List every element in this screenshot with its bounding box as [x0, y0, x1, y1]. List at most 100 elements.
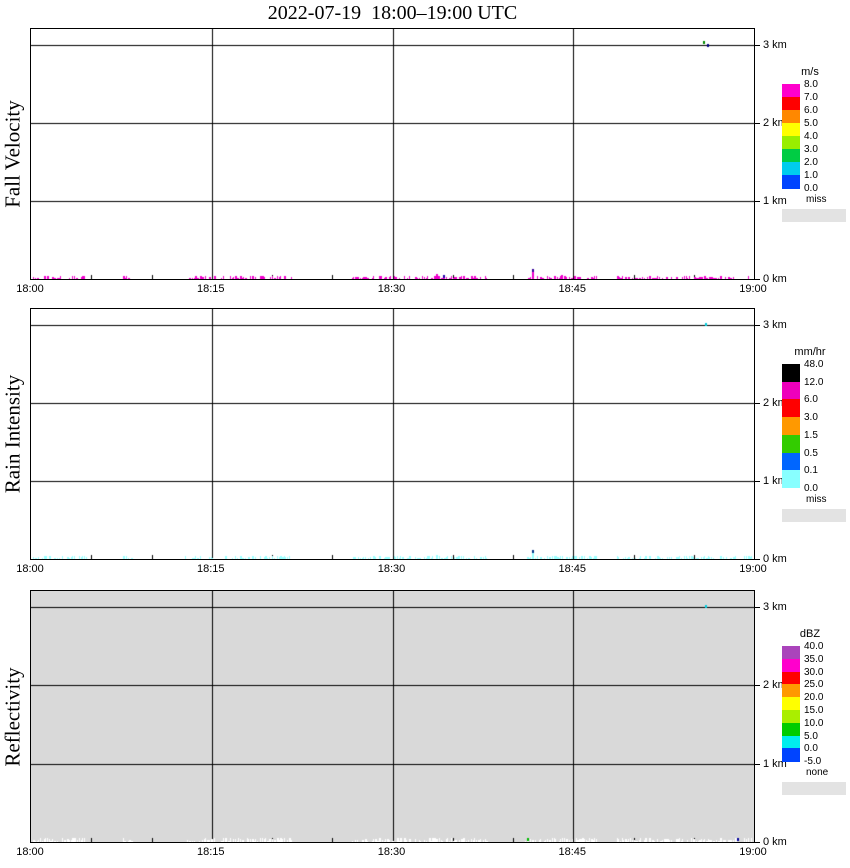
colorbar-segment [782, 162, 800, 176]
x-tick-label: 18:00 [16, 563, 44, 575]
x-tick-label: 18:15 [196, 283, 225, 295]
x-tick-label: 18:45 [558, 846, 587, 858]
colorbar-label: 40.0 [804, 641, 824, 652]
colorbar-segment [782, 149, 800, 163]
y-tick [755, 45, 760, 46]
y-tick [755, 481, 760, 482]
y-tick-label: 1 km [763, 475, 787, 487]
colorbar-label: 5.0 [804, 118, 818, 129]
y-tick-label: 0 km [763, 273, 787, 285]
panel-axis-title: Fall Velocity [0, 100, 25, 208]
colorbar-label: 35.0 [804, 653, 824, 665]
colorbar-missing-swatch [782, 209, 846, 222]
colorbar-segment [782, 399, 800, 418]
colorbar-label: 5.0 [804, 730, 818, 742]
y-tick [755, 325, 760, 326]
colorbar-segment [782, 110, 800, 124]
colorbar-label: 0.1 [804, 465, 818, 477]
colorbar-missing-swatch [782, 508, 846, 522]
colorbar-segment [782, 123, 800, 137]
y-tick [755, 685, 760, 686]
y-tick-label: 1 km [763, 195, 787, 207]
colorbar-label: 0.5 [804, 447, 818, 459]
colorbar-segment [782, 84, 800, 98]
colorbar-segment [782, 97, 800, 111]
y-tick [755, 842, 760, 843]
y-tick-label: 1 km [763, 758, 787, 770]
colorbar-segment [782, 434, 800, 453]
y-tick-label: 0 km [763, 836, 787, 848]
colorbar-label: -5.0 [804, 756, 822, 768]
colorbar-unit: m/s [801, 66, 819, 78]
colorbar-missing-label: miss [806, 194, 827, 205]
x-tick-label: 18:30 [377, 846, 406, 858]
colorbar-label: 0.0 [804, 482, 818, 494]
x-tick-label: 18:15 [196, 563, 225, 575]
colorbar-unit: mm/hr [794, 346, 826, 358]
colorbar-segment [782, 735, 800, 749]
colorbar-missing-swatch [782, 782, 846, 796]
colorbar-segment [782, 646, 800, 660]
colorbar-label: 3.0 [804, 412, 818, 424]
y-tick-label: 3 km [763, 319, 787, 331]
colorbar-label: 6.0 [804, 394, 818, 406]
y-tick-label: 3 km [763, 601, 787, 613]
y-tick [755, 403, 760, 404]
colorbar-label: 10.0 [804, 717, 824, 729]
x-tick-label: 18:00 [16, 283, 44, 295]
colorbar-label: 12.0 [804, 376, 824, 388]
colorbar-missing-label: miss [806, 493, 827, 505]
y-tick-label: 2 km [763, 397, 787, 409]
colorbar-label: 3.0 [804, 144, 818, 155]
y-tick-label: 3 km [763, 39, 787, 51]
x-tick-label: 18:00 [16, 846, 44, 858]
y-tick [755, 123, 760, 124]
x-tick-label: 18:30 [377, 283, 406, 295]
panel-axis-title: Rain Intensity [0, 374, 25, 494]
y-tick [755, 764, 760, 765]
colorbar-label: 0.0 [804, 183, 818, 194]
x-tick-label: 18:15 [196, 846, 225, 858]
colorbar-label: 8.0 [804, 79, 818, 90]
x-tick-label: 18:30 [377, 563, 406, 575]
y-tick [755, 559, 760, 560]
y-tick-label: 2 km [763, 679, 787, 691]
colorbar-segment [782, 175, 800, 189]
colorbar-segment [782, 136, 800, 150]
y-tick [755, 201, 760, 202]
colorbar-unit: dBZ [799, 628, 821, 640]
colorbar-label: 30.0 [804, 666, 824, 678]
colorbar-label: 20.0 [804, 692, 824, 704]
colorbar-label: 48.0 [804, 359, 824, 370]
x-tick-label: 19:00 [739, 846, 767, 858]
page-title: 2022-07-19 18:00–19:00 UTC [267, 2, 518, 24]
colorbar-label: 6.0 [804, 105, 818, 116]
x-tick-label: 18:45 [558, 563, 587, 575]
colorbar-label: 1.0 [804, 170, 818, 181]
colorbar-segment [782, 452, 800, 471]
x-tick-label: 18:45 [558, 283, 587, 295]
colorbar-label: 4.0 [804, 131, 818, 142]
colorbar-label: 25.0 [804, 679, 824, 691]
colorbar-segment [782, 364, 800, 383]
colorbar-label: 2.0 [804, 157, 818, 168]
colorbar-segment [782, 684, 800, 698]
colorbar-segment [782, 470, 800, 489]
colorbar-label: 0.0 [804, 743, 818, 755]
colorbar-segment [782, 417, 800, 436]
panel-reflectivity [30, 590, 755, 843]
colorbar-segment [782, 722, 800, 737]
colorbar-missing-label: none [806, 767, 829, 779]
reflectivity-plot-canvas [31, 591, 754, 842]
colorbar-segment [782, 658, 800, 673]
y-tick-label: 2 km [763, 117, 787, 129]
colorbar-label: 1.5 [804, 429, 818, 441]
colorbar-segment [782, 710, 800, 724]
colorbar-segment [782, 671, 800, 685]
colorbar-label: 15.0 [804, 705, 824, 716]
x-tick-label: 19:00 [739, 283, 767, 295]
y-tick [755, 607, 760, 608]
panel-rain-intensity [30, 308, 755, 560]
colorbar-segment [782, 697, 800, 711]
